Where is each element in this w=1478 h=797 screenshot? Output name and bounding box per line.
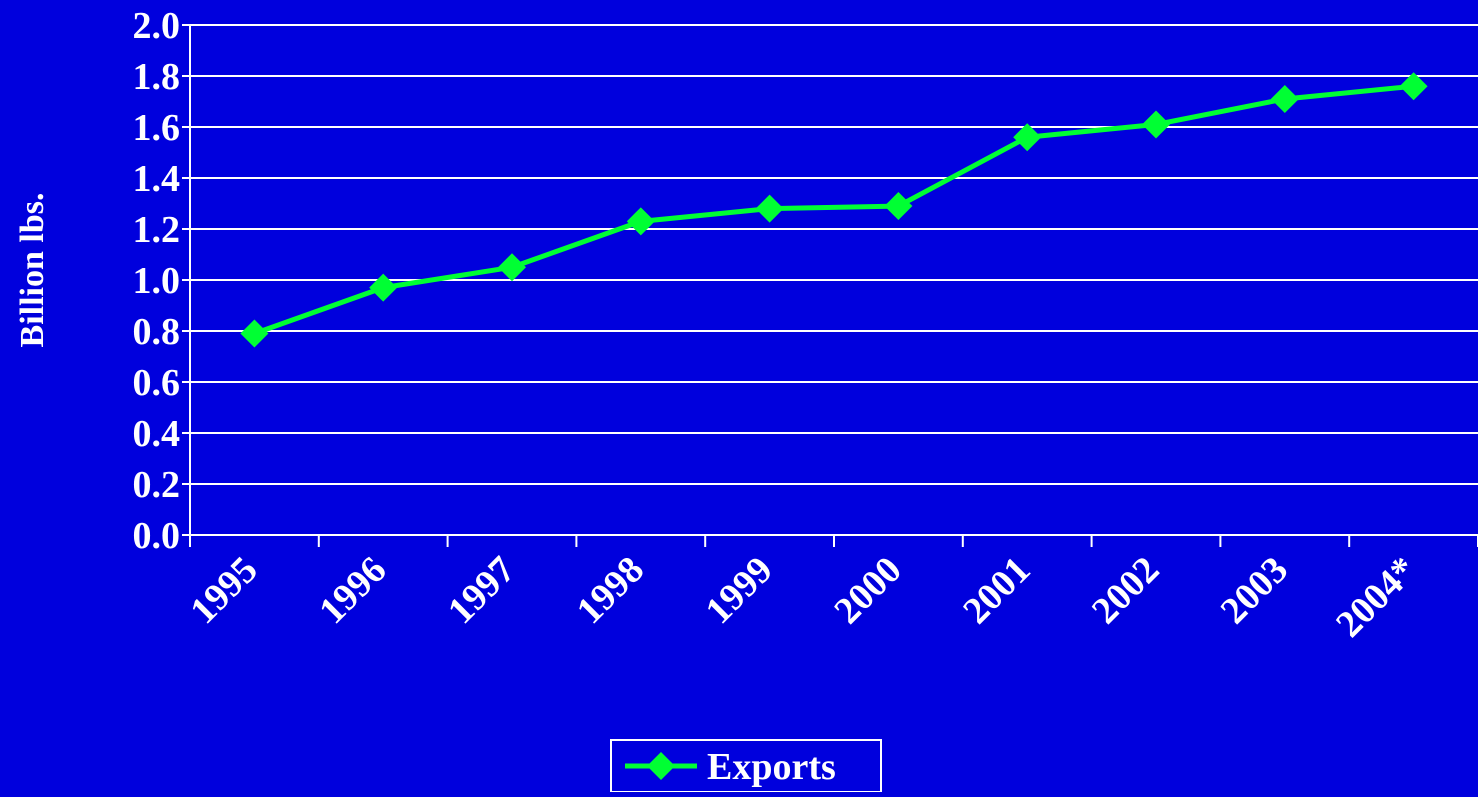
y-tick-label: 0.8 [133, 311, 181, 353]
x-tick-label: 2002 [1084, 549, 1167, 632]
y-tick-label: 2.0 [133, 5, 181, 47]
y-axis-title: Billion lbs. [14, 193, 51, 348]
data-point-marker [1142, 110, 1170, 139]
y-tick-label: 1.8 [133, 56, 181, 98]
data-point-marker [240, 319, 269, 348]
legend-label: Exports [707, 746, 836, 788]
x-tick-labels: 1995 1996 1997 1998 1999 2000 2001 2002 2003 2004… [182, 549, 1425, 646]
legend: Exports [610, 739, 882, 793]
axes [189, 25, 1478, 547]
y-tick-label: 1.0 [133, 260, 181, 302]
data-point-marker [1399, 72, 1428, 101]
y-tick-label: 1.6 [133, 107, 181, 149]
x-tick-label: 2004* [1328, 549, 1425, 646]
gridlines [182, 24, 1478, 536]
series-line-exports [253, 83, 1414, 336]
x-tick-label: 1998 [569, 549, 652, 632]
data-point-marker [369, 273, 398, 302]
series [240, 72, 1428, 348]
y-tick-label: 0.2 [133, 464, 181, 506]
y-tick-label: 0.0 [133, 515, 181, 557]
y-tick-label: 0.6 [133, 362, 181, 404]
x-tick-label: 2001 [955, 549, 1038, 632]
x-tick-label: 1995 [182, 549, 265, 632]
data-point-marker [1013, 123, 1042, 152]
x-tick-label: 1996 [311, 549, 394, 632]
x-tick-label: 1997 [440, 549, 523, 632]
x-tick-label: 2003 [1213, 549, 1296, 632]
y-tick-label: 1.4 [133, 158, 181, 200]
x-tick-label: 2000 [826, 549, 909, 632]
data-point-marker [884, 192, 913, 221]
data-point-marker [1270, 84, 1299, 113]
data-point-marker [626, 207, 655, 236]
data-point-marker [498, 253, 526, 282]
y-tick-label: 1.2 [133, 209, 181, 251]
y-tick-labels: 0.0 0.2 0.4 0.6 0.8 1.0 1.2 1.4 1.6 1.8 2.0 [133, 5, 181, 557]
y-tick-label: 0.4 [133, 413, 181, 455]
legend-marker-swatch [647, 752, 675, 780]
x-tick-label: 1999 [698, 549, 781, 632]
data-point-marker [755, 194, 784, 223]
